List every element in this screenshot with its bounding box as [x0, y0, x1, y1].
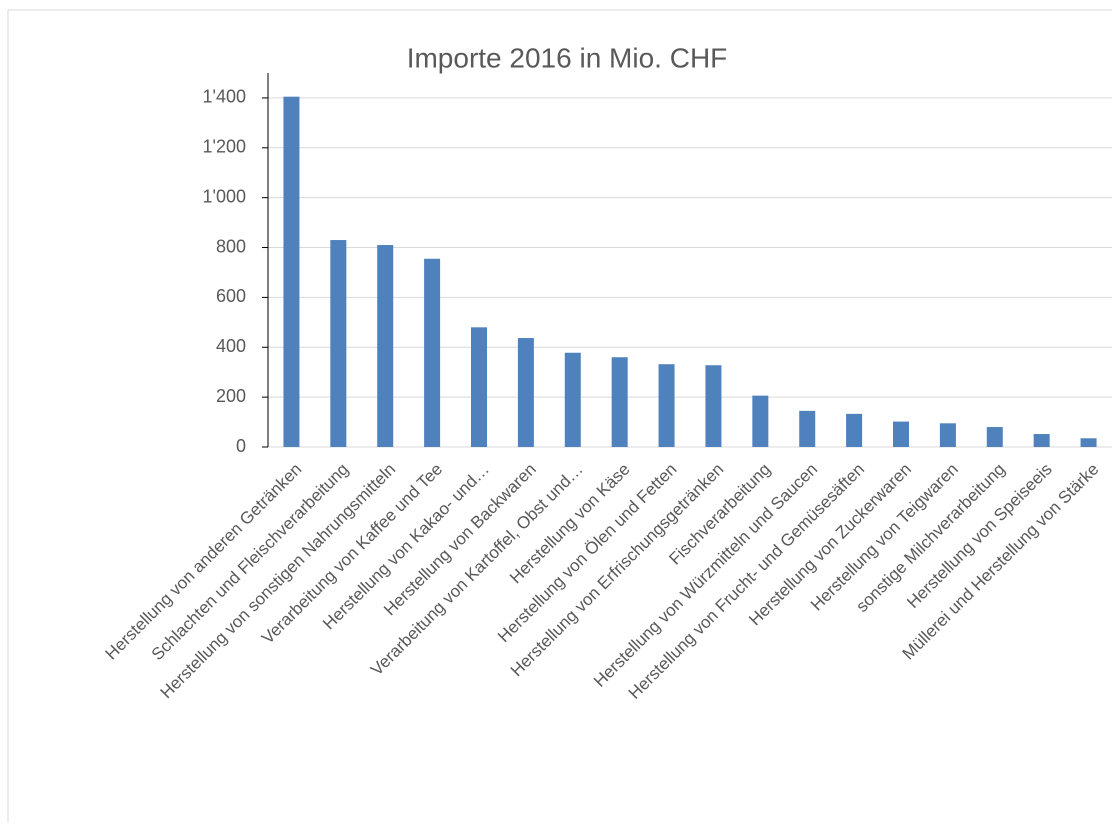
bar	[517, 338, 534, 447]
bar	[986, 427, 1003, 447]
y-tick-label: 400	[216, 336, 246, 356]
y-tick-label: 0	[236, 436, 246, 456]
bar	[377, 245, 394, 447]
bar	[564, 352, 581, 447]
bar	[658, 364, 675, 447]
bar	[705, 365, 722, 447]
y-tick-label: 600	[216, 286, 246, 306]
bar	[330, 240, 347, 447]
bar	[424, 258, 441, 447]
bar	[1080, 438, 1097, 447]
y-tick-label: 200	[216, 386, 246, 406]
bar	[471, 327, 487, 447]
bar	[799, 410, 816, 447]
y-tick-label: 1'400	[203, 87, 246, 107]
chart-frame	[7, 9, 1112, 827]
bar	[283, 96, 300, 447]
bar	[611, 357, 628, 447]
bar	[846, 413, 863, 447]
y-tick-label: 1'000	[203, 186, 246, 206]
x-tick-label: Schlachten und Fleischverarbeitung	[148, 460, 353, 665]
y-tick-label: 1'200	[203, 137, 246, 157]
bar	[752, 395, 769, 447]
bar	[893, 421, 909, 447]
bar	[939, 423, 956, 447]
bar	[1033, 434, 1050, 447]
chart-title: Importe 2016 in Mio. CHF	[407, 42, 728, 73]
y-tick-label: 800	[216, 236, 246, 256]
